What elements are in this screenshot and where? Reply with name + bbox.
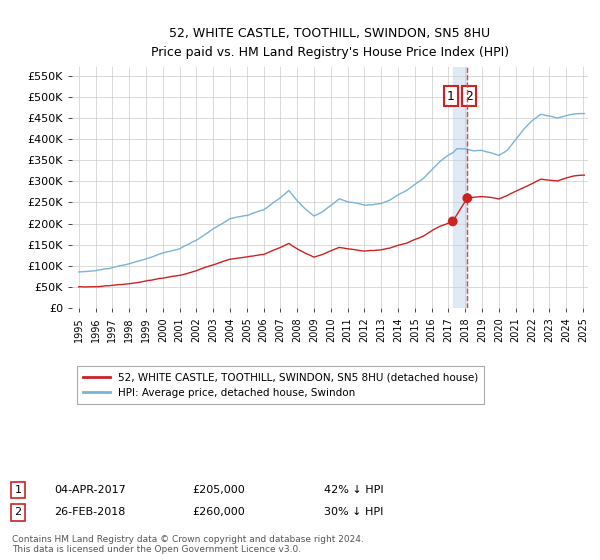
Text: 26-FEB-2018: 26-FEB-2018 — [54, 507, 125, 517]
Title: 52, WHITE CASTLE, TOOTHILL, SWINDON, SN5 8HU
Price paid vs. HM Land Registry's H: 52, WHITE CASTLE, TOOTHILL, SWINDON, SN5… — [151, 27, 509, 59]
Text: 1: 1 — [14, 485, 22, 495]
Point — [463, 194, 472, 203]
Text: 1: 1 — [447, 90, 455, 102]
Bar — [452, 67, 467, 308]
Text: 04-APR-2017: 04-APR-2017 — [54, 485, 126, 495]
Text: Contains HM Land Registry data © Crown copyright and database right 2024.
This d: Contains HM Land Registry data © Crown c… — [12, 535, 364, 554]
Text: £260,000: £260,000 — [192, 507, 245, 517]
Text: 2: 2 — [14, 507, 22, 517]
Text: 2: 2 — [465, 90, 473, 102]
Text: 42% ↓ HPI: 42% ↓ HPI — [324, 485, 383, 495]
Text: £205,000: £205,000 — [192, 485, 245, 495]
Legend: 52, WHITE CASTLE, TOOTHILL, SWINDON, SN5 8HU (detached house), HPI: Average pric: 52, WHITE CASTLE, TOOTHILL, SWINDON, SN5… — [77, 366, 484, 404]
Text: 30% ↓ HPI: 30% ↓ HPI — [324, 507, 383, 517]
Point — [448, 217, 457, 226]
